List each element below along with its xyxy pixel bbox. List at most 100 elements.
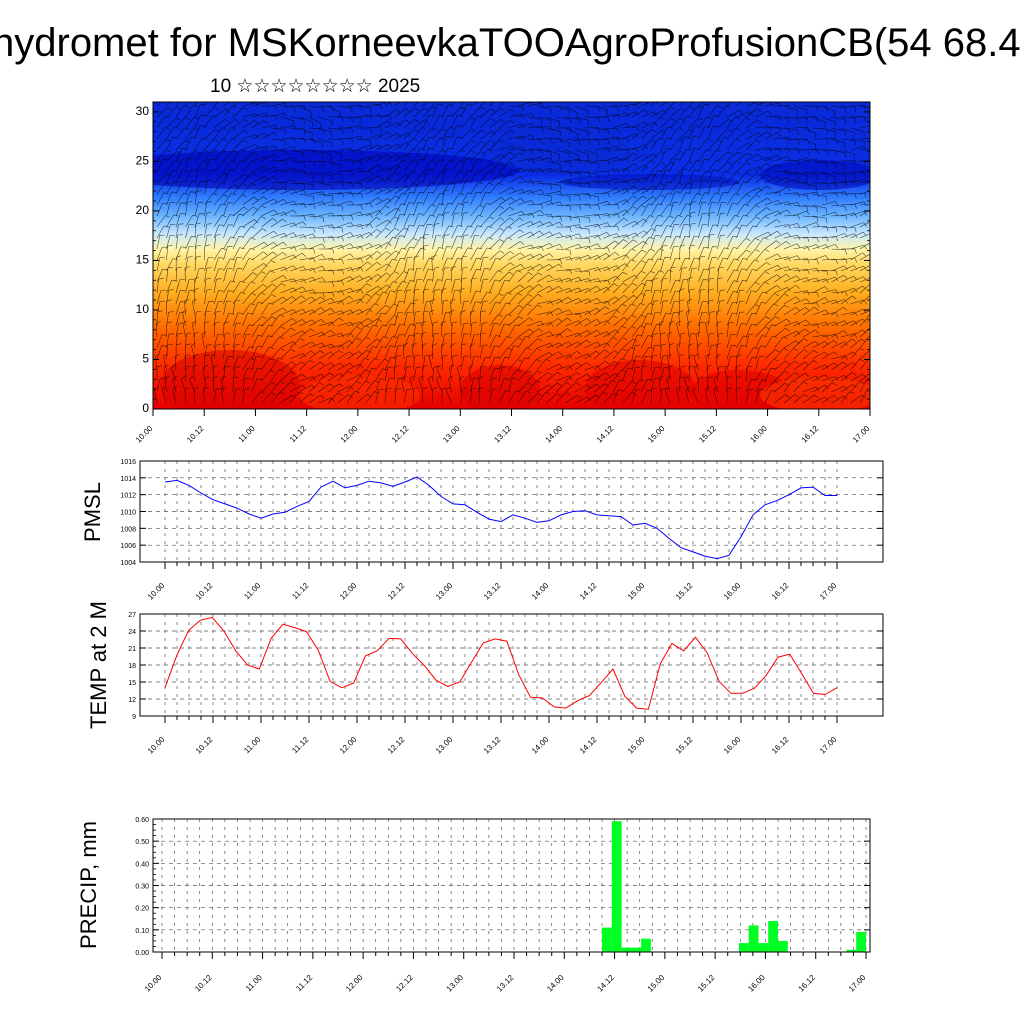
x-tick-label: 10.12 [193, 973, 214, 994]
x-tick-label: 15.00 [646, 973, 667, 994]
y-tick-label: 0.50 [135, 839, 149, 846]
y-tick-label: 20 [136, 203, 150, 217]
x-tick-label: 15.00 [626, 735, 647, 756]
precip-x-axis: 10.00 10.12 11.00 11.12 12.00 12.12 13.00 13.12… [143, 952, 868, 994]
x-tick-label: 15.12 [674, 581, 695, 602]
x-tick-label: 16.12 [797, 973, 818, 994]
cross-section-x-axis: 10.00 10.12 11.00 11.12 12.00 12.12 13.00 13.12… [134, 409, 872, 445]
cross-section-y-axis: 0 5 10 15 20 25 30 [136, 101, 870, 415]
x-tick-label: 11.12 [294, 973, 314, 993]
y-tick-label: 1010 [120, 510, 136, 517]
y-tick-label: 27 [128, 612, 136, 619]
x-tick-label: 14.00 [530, 735, 551, 756]
x-tick-label: 16.00 [746, 973, 767, 994]
x-tick-label: 13.00 [434, 581, 455, 602]
temperature-grid [140, 613, 883, 717]
y-tick-label: 0.40 [135, 861, 149, 868]
y-tick-label: 1004 [120, 560, 136, 567]
x-tick-label: 12.00 [338, 735, 359, 756]
x-tick-label: 14.00 [544, 424, 565, 445]
field-blob [153, 106, 870, 134]
y-tick-label: 30 [136, 104, 150, 118]
wind-barb-lines [154, 102, 870, 404]
x-tick-label: 17.00 [847, 973, 868, 994]
precip-bar [641, 938, 651, 952]
y-tick-label: 0.60 [135, 817, 149, 824]
x-tick-label: 16.12 [800, 424, 821, 445]
temperature-x-axis: 10.00 10.12 11.00 11.12 12.00 12.12 13.00 13.12… [146, 716, 839, 756]
precip-bar [602, 927, 612, 952]
x-tick-label: 12.00 [338, 581, 359, 602]
cross-section-panel: 0 5 10 15 20 25 30 10.00 10.12 11.00 11.12 12.00 12… [134, 101, 872, 445]
x-tick-label: 10.12 [194, 581, 215, 602]
figure-subtitle: 10 ☆☆☆☆☆☆☆☆ 2025 [210, 76, 420, 97]
x-tick-label: 15.12 [674, 735, 695, 756]
x-tick-label: 11.00 [244, 973, 264, 993]
y-tick-label: 12 [128, 697, 136, 704]
y-tick-label: 0.00 [135, 950, 149, 957]
x-tick-label: 10.12 [194, 735, 215, 756]
y-tick-label: 0.20 [135, 906, 149, 913]
precip-bar [856, 932, 866, 952]
temperature-axis-label: TEMP at 2 M [86, 601, 111, 729]
x-tick-label: 12.12 [390, 424, 411, 445]
y-tick-label: 10 [136, 302, 150, 316]
x-tick-label: 11.12 [290, 735, 310, 755]
x-tick-label: 10.12 [185, 424, 206, 445]
precip-bar [748, 925, 759, 952]
figure-title: hydromet for MSKorneevkaTOOAgroProfusion… [0, 21, 1021, 65]
x-tick-label: 15.12 [696, 973, 717, 994]
x-tick-label: 17.00 [818, 735, 839, 756]
x-tick-label: 16.12 [770, 735, 791, 756]
x-tick-label: 14.12 [595, 424, 616, 445]
x-tick-label: 16.00 [722, 735, 743, 756]
y-tick-label: 9 [132, 714, 136, 721]
x-tick-label: 11.00 [242, 735, 262, 755]
y-tick-label: 1014 [120, 476, 136, 483]
precip-y-axis: 0.00 0.10 0.20 0.30 0.40 0.50 0.60 [135, 817, 870, 957]
pmsl-series-line [164, 476, 837, 560]
pmsl-y-axis: 1004 1006 1008 1010 1012 1014 1016 [120, 459, 883, 567]
y-tick-label: 1006 [120, 543, 136, 550]
x-tick-label: 14.12 [595, 973, 616, 994]
x-tick-label: 13.00 [441, 424, 462, 445]
x-tick-label: 12.00 [339, 424, 360, 445]
precip-axis-label: PRECIP, mm [76, 821, 101, 949]
precip-bar [738, 943, 749, 952]
y-tick-label: 5 [142, 351, 149, 365]
x-tick-label: 16.00 [722, 581, 743, 602]
y-tick-label: 0.10 [135, 928, 149, 935]
precip-bar [631, 947, 642, 952]
y-tick-label: 15 [136, 252, 150, 266]
y-tick-label: 25 [136, 153, 150, 167]
x-tick-label: 13.12 [495, 973, 516, 994]
x-tick-label: 10.00 [134, 424, 155, 445]
x-tick-label: 10.00 [143, 973, 164, 994]
y-tick-label: 24 [128, 629, 136, 636]
x-tick-label: 11.00 [237, 424, 257, 444]
x-tick-label: 15.12 [697, 424, 718, 445]
x-tick-label: 11.00 [242, 581, 262, 601]
x-tick-label: 15.00 [646, 424, 667, 445]
x-tick-label: 15.00 [626, 581, 647, 602]
wind-barbs [154, 102, 870, 404]
y-tick-label: 1012 [120, 493, 136, 500]
precip-bar [758, 943, 769, 952]
field-blob [153, 150, 520, 190]
field-blob [760, 160, 870, 190]
x-tick-label: 11.12 [288, 424, 308, 444]
x-tick-label: 12.12 [386, 735, 407, 756]
precip-bar [768, 921, 778, 952]
x-tick-label: 14.12 [578, 581, 599, 602]
pmsl-x-axis: 10.00 10.12 11.00 11.12 12.00 12.12 13.00 13.12… [146, 562, 839, 602]
x-tick-label: 10.00 [146, 735, 167, 756]
x-tick-label: 10.00 [146, 581, 167, 602]
y-tick-label: 0 [142, 401, 149, 415]
x-tick-label: 16.00 [748, 424, 769, 445]
y-tick-label: 0.30 [135, 884, 149, 891]
x-tick-label: 12.12 [394, 973, 415, 994]
y-tick-label: 21 [128, 646, 136, 653]
